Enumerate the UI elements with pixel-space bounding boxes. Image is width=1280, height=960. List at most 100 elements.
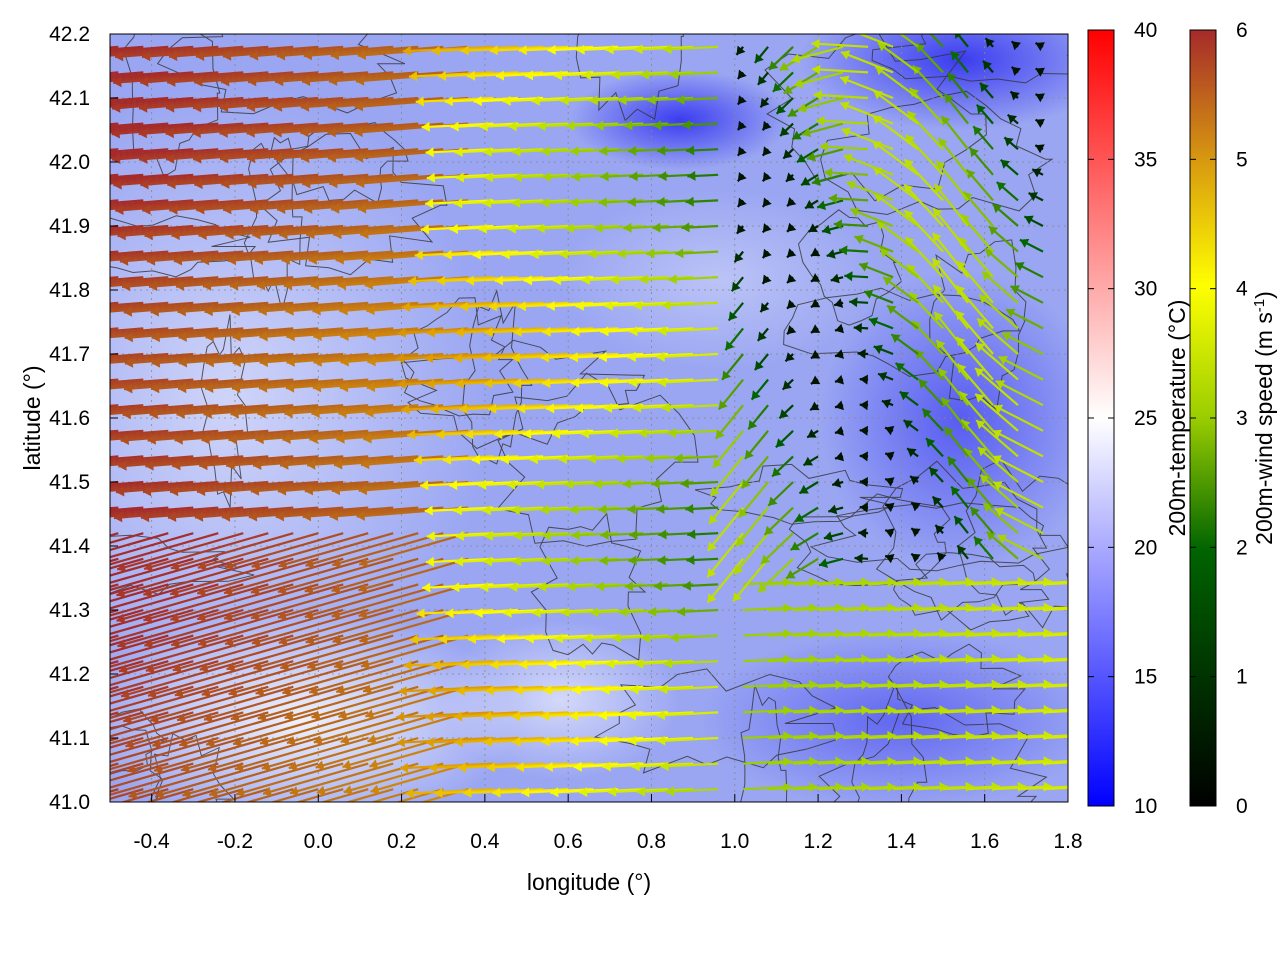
wind-vector-head bbox=[783, 85, 793, 94]
wind-vector bbox=[407, 429, 494, 437]
wind-vector-head bbox=[331, 485, 341, 496]
wind-vector bbox=[456, 685, 544, 693]
colorbar-tick-label: 6 bbox=[1236, 19, 1248, 42]
x-tick-label: 1.6 bbox=[970, 830, 999, 853]
wind-vector-head bbox=[149, 409, 158, 420]
wind-vector-head bbox=[787, 273, 797, 283]
wind-vector bbox=[979, 474, 1019, 509]
wind-vector bbox=[250, 557, 369, 594]
wind-vector-head bbox=[307, 660, 317, 671]
wind-vector-head bbox=[247, 153, 256, 164]
x-tick-label: 1.4 bbox=[887, 830, 917, 853]
wind-vector bbox=[278, 608, 394, 644]
wind-vector bbox=[455, 378, 544, 386]
wind-vector-head bbox=[317, 811, 326, 821]
y-tick-label: 41.5 bbox=[49, 471, 90, 494]
wind-vector-head bbox=[484, 172, 493, 183]
wind-vector bbox=[110, 608, 194, 636]
wind-vector bbox=[327, 122, 444, 134]
wind-vector bbox=[483, 736, 569, 744]
wind-vector-head bbox=[540, 504, 549, 515]
wind-vector-head bbox=[280, 459, 289, 470]
wind-vector-head bbox=[542, 530, 551, 541]
wind-vector-head bbox=[251, 611, 261, 621]
wind-vector bbox=[286, 352, 394, 364]
wind-vector bbox=[541, 557, 594, 563]
wind-vector-head bbox=[834, 298, 844, 308]
wind-vector-head bbox=[803, 456, 813, 466]
wind-vector bbox=[735, 506, 769, 547]
wind-vector bbox=[893, 682, 948, 688]
wind-vector-head bbox=[358, 485, 368, 496]
wind-vector bbox=[280, 634, 394, 670]
wind-vector-head bbox=[277, 610, 287, 621]
wind-vector bbox=[208, 762, 319, 797]
wind-vector-head bbox=[0, 767, 2, 777]
wind-vector-head bbox=[828, 193, 837, 204]
wind-vector bbox=[978, 293, 1019, 330]
wind-vector bbox=[967, 682, 1026, 688]
wind-vector-head bbox=[806, 152, 816, 162]
wind-vector bbox=[893, 606, 948, 612]
wind-vector bbox=[482, 199, 544, 205]
wind-vector bbox=[871, 114, 919, 151]
wind-vector bbox=[312, 378, 419, 390]
wind-vector-head bbox=[300, 127, 309, 138]
wind-vector-head bbox=[18, 741, 27, 751]
wind-vector bbox=[931, 257, 969, 304]
wind-vector-head bbox=[234, 762, 244, 772]
wind-vector bbox=[340, 327, 444, 338]
wind-vector-head bbox=[142, 204, 151, 215]
wind-vector bbox=[332, 608, 444, 643]
wind-vector-head bbox=[256, 280, 266, 291]
wind-vector bbox=[511, 199, 569, 205]
wind-vector bbox=[868, 580, 922, 586]
wind-vector-head bbox=[835, 349, 844, 359]
wind-vector bbox=[425, 736, 519, 744]
wind-vector-head bbox=[138, 128, 147, 139]
wind-vector-head bbox=[454, 147, 463, 157]
wind-vector bbox=[917, 708, 974, 714]
wind-vector-head bbox=[658, 171, 667, 182]
wind-vector-head bbox=[653, 120, 662, 131]
wind-vector-head bbox=[124, 332, 133, 343]
wind-vector-head bbox=[38, 589, 47, 599]
wind-vector bbox=[110, 480, 219, 492]
wind-vector-head bbox=[303, 50, 313, 61]
wind-vector-head bbox=[976, 104, 986, 114]
wind-vector bbox=[306, 455, 419, 467]
wind-vector bbox=[569, 199, 619, 204]
wind-vector bbox=[113, 71, 244, 84]
wind-vector-head bbox=[14, 282, 22, 292]
wind-vector bbox=[110, 480, 194, 490]
wind-vector bbox=[269, 788, 319, 802]
wind-vector-head bbox=[611, 69, 620, 80]
wind-vector-head bbox=[169, 204, 178, 215]
wind-vector-head bbox=[616, 453, 625, 464]
wind-vector bbox=[280, 455, 394, 467]
wind-vector-head bbox=[934, 312, 944, 322]
wind-vector bbox=[110, 122, 119, 126]
wind-vector bbox=[197, 532, 319, 569]
wind-vector bbox=[582, 71, 644, 77]
wind-vector-head bbox=[628, 735, 637, 746]
x-tick-label: -0.2 bbox=[217, 830, 253, 853]
wind-vector-head bbox=[484, 378, 493, 389]
wind-vector bbox=[230, 685, 344, 721]
wind-vector-head bbox=[629, 171, 638, 182]
wind-vector bbox=[904, 236, 944, 278]
wind-vector-head bbox=[90, 589, 99, 599]
wind-vector-head bbox=[722, 370, 731, 380]
wind-vector-head bbox=[251, 559, 261, 570]
wind-vector bbox=[150, 378, 269, 391]
wind-vector-head bbox=[144, 561, 154, 572]
wind-vector-head bbox=[58, 129, 66, 139]
wind-vector-head bbox=[13, 615, 22, 625]
wind-vector-head bbox=[197, 560, 207, 571]
wind-vector-head bbox=[96, 715, 105, 725]
wind-vector-head bbox=[67, 435, 75, 445]
wind-vector bbox=[110, 660, 219, 694]
wind-vector bbox=[301, 71, 419, 83]
wind-vector bbox=[196, 557, 319, 595]
wind-vector-head bbox=[512, 711, 521, 722]
